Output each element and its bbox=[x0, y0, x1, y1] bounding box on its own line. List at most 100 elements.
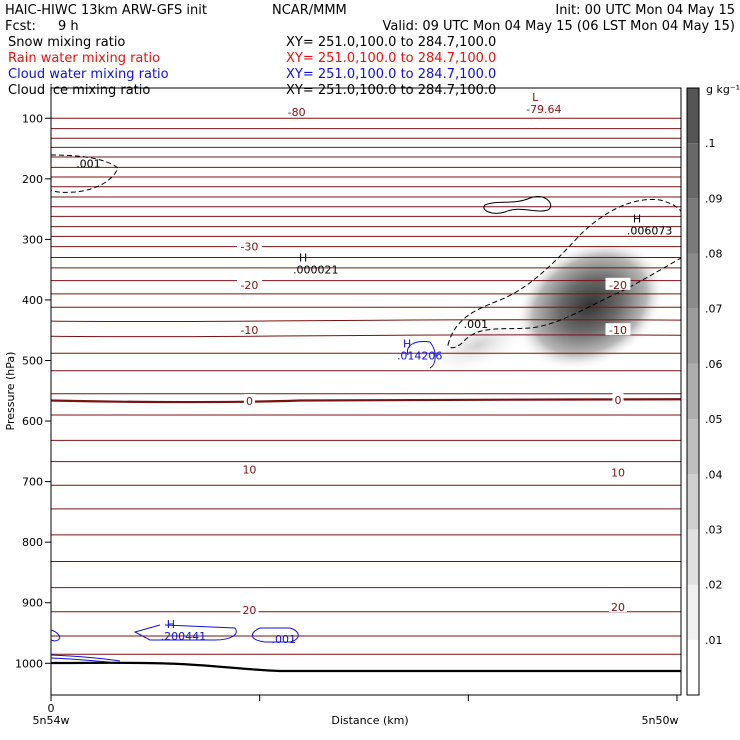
colorbar-swatch-5 bbox=[687, 363, 699, 420]
fcst-label: Fcst: bbox=[5, 19, 36, 34]
temp-label-bg-10 bbox=[240, 602, 259, 615]
colorbar-tick-2: .03 bbox=[705, 523, 723, 536]
colorbar-tick-1: .02 bbox=[705, 579, 723, 592]
marker-letter-1: H bbox=[299, 252, 307, 265]
cloud-water-contour-ground1 bbox=[51, 654, 121, 662]
colorbar-tick-0: .01 bbox=[705, 634, 723, 647]
field-name-2: Cloud water mixing ratio bbox=[8, 67, 169, 82]
temp-label-bg-7 bbox=[612, 392, 624, 405]
field-xy-0: XY= 251.0,100.0 to 284.7,100.0 bbox=[286, 35, 496, 50]
y-tick-label-0: 100 bbox=[22, 112, 43, 125]
temp-label-10: 20 bbox=[242, 604, 256, 617]
colorbar-swatch-0 bbox=[687, 639, 699, 695]
temp-label-7: 0 bbox=[615, 394, 622, 407]
colorbar-swatch-9 bbox=[687, 143, 699, 199]
field-xy-1: XY= 251.0,100.0 to 284.7,100.0 bbox=[286, 51, 496, 66]
marker-letter-4: H bbox=[167, 618, 175, 631]
temp-label-bg-2 bbox=[236, 277, 262, 290]
colorbar-swatch-6 bbox=[687, 308, 699, 364]
marker-letter-2: H bbox=[633, 212, 641, 225]
colorbar-tick-9: .1 bbox=[705, 137, 716, 150]
temp-label-bg-1 bbox=[236, 239, 262, 252]
field-list: Snow mixing ratio XY= 251.0,100.0 to 284.… bbox=[8, 35, 496, 98]
y-tick-label-5: 600 bbox=[22, 415, 43, 428]
marker-value-4: .200441 bbox=[161, 630, 207, 643]
shading-blob-tail bbox=[422, 313, 534, 377]
field-xy-3: XY= 251.0,100.0 to 284.7,100.0 bbox=[286, 83, 496, 98]
marker-letter-3: H bbox=[403, 338, 411, 351]
field-xy-2: XY= 251.0,100.0 to 284.7,100.0 bbox=[286, 67, 496, 82]
marker-value-3: .014206 bbox=[397, 350, 443, 363]
colorbar-swatch-2 bbox=[687, 529, 699, 585]
cloud-water-contour-low1 bbox=[133, 624, 237, 641]
x-end-label-right: 5n50w bbox=[642, 714, 679, 727]
contour-label-1: .001 bbox=[464, 318, 489, 331]
field-name-1: Rain water mixing ratio bbox=[8, 51, 160, 66]
temp-label-bg-0 bbox=[284, 105, 310, 118]
temp-label-bg-5 bbox=[605, 323, 631, 336]
model-title: HAIC-HIWC 13km ARW-GFS init bbox=[5, 3, 207, 18]
snow-contour-upper-left bbox=[51, 154, 119, 193]
shading-blob-main bbox=[514, 239, 666, 371]
marker-value-0: -79.64 bbox=[526, 103, 561, 116]
init-label: Init: 00 UTC Mon 04 May 15 bbox=[555, 3, 735, 18]
colorbar-swatch-8 bbox=[687, 198, 699, 254]
fcst-value: 9 h bbox=[58, 19, 79, 34]
cloud-water-contour-low2 bbox=[251, 627, 299, 643]
x-axis-label: Distance (km) bbox=[331, 714, 408, 727]
isotherm-zero bbox=[51, 398, 681, 404]
colorbar-tick-7: .08 bbox=[705, 248, 723, 261]
marker-letter-0: L bbox=[532, 91, 539, 104]
temp-label-1: -30 bbox=[240, 241, 258, 254]
y-axis: 100 200 300 400 500 600 700 800 900 1000 bbox=[15, 112, 51, 670]
isotherm-19 bbox=[51, 319, 681, 323]
temperature-contours bbox=[51, 117, 681, 655]
y-tick-label-9: 1000 bbox=[15, 657, 43, 670]
isotherm-20 bbox=[51, 334, 681, 338]
center-label: NCAR/MMM bbox=[272, 3, 347, 18]
colorbar-swatch-10 bbox=[687, 88, 699, 144]
cloud-water-contour-mid bbox=[406, 341, 436, 369]
temp-label-9: 10 bbox=[611, 467, 625, 480]
colorbar-tick-4: .05 bbox=[705, 413, 723, 426]
colorbar-unit: g kg⁻¹ bbox=[706, 83, 740, 96]
colorbar: .01 .02 .03 .04 .05 .06 .07 .08 .09 .1 bbox=[686, 87, 723, 696]
colorbar-frame bbox=[686, 87, 700, 696]
y-tick-label-1: 200 bbox=[22, 173, 43, 186]
temp-label-3: -20 bbox=[609, 279, 627, 292]
snow-contour-small bbox=[483, 196, 552, 214]
y-tick-label-6: 700 bbox=[22, 476, 43, 489]
temp-label-8: 10 bbox=[242, 464, 256, 477]
plot-frame bbox=[50, 87, 682, 696]
temp-label-11: 20 bbox=[611, 601, 625, 614]
y-tick-label-2: 300 bbox=[22, 233, 43, 246]
temp-label-bg-9 bbox=[609, 465, 627, 478]
temp-label-bg-6 bbox=[243, 394, 255, 407]
y-tick-label-7: 800 bbox=[22, 536, 43, 549]
colorbar-swatch-3 bbox=[687, 474, 699, 530]
temp-label-bg-3 bbox=[605, 277, 631, 290]
temp-label-5: -10 bbox=[609, 324, 627, 337]
colorbar-tick-3: .04 bbox=[705, 468, 723, 481]
valid-label: Valid: 09 UTC Mon 04 May 15 (06 LST Mon … bbox=[383, 19, 735, 34]
colorbar-tick-6: .07 bbox=[705, 303, 723, 316]
mixing-ratio-shading bbox=[422, 239, 666, 377]
x-end-label-left: 5n54w bbox=[33, 714, 70, 727]
y-tick-label-3: 400 bbox=[22, 294, 43, 307]
temp-label-bg-8 bbox=[240, 462, 259, 475]
colorbar-tick-8: .09 bbox=[705, 192, 723, 205]
contour-label-2: .001 bbox=[272, 633, 297, 646]
temp-label-bg-4 bbox=[236, 323, 262, 336]
temp-label-2: -20 bbox=[240, 279, 258, 292]
temp-label-6: 0 bbox=[246, 395, 253, 408]
y-tick-label-8: 900 bbox=[22, 597, 43, 610]
colorbar-swatch-1 bbox=[687, 584, 699, 640]
x-tick-label-0: 0 bbox=[48, 702, 55, 715]
temp-label-bg-11 bbox=[609, 599, 627, 612]
colorbar-tick-5: .06 bbox=[705, 358, 723, 371]
cloud-water-contour-left bbox=[51, 629, 61, 642]
contour-label-0: .001 bbox=[76, 158, 101, 171]
